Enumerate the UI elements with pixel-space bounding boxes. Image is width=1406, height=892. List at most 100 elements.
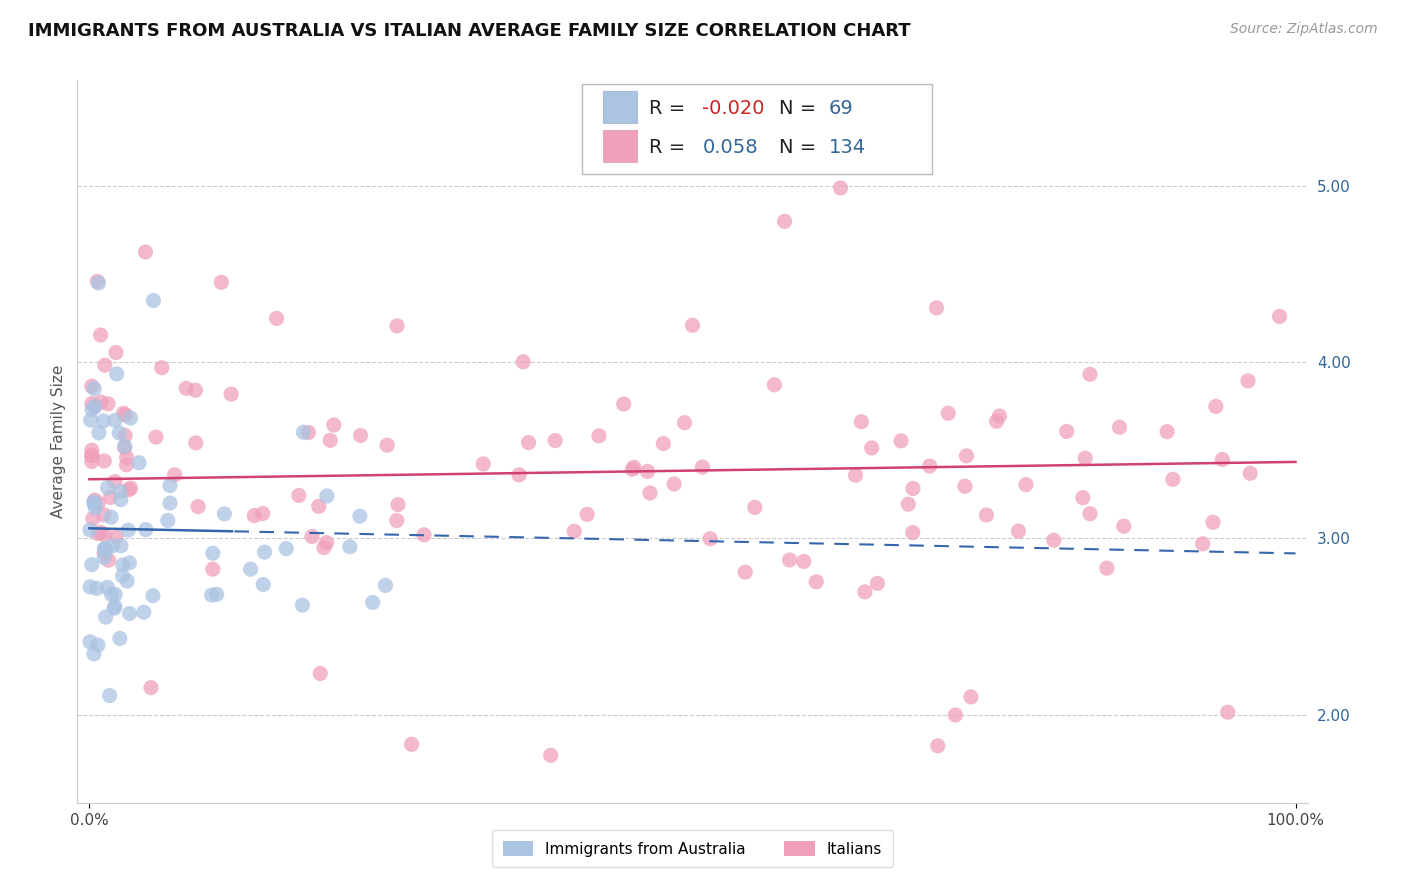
Point [94, 542, 117, 557]
Point [512, 355, 534, 369]
Point [97, 481, 120, 495]
Point [638, 486, 661, 500]
Point [544, 434, 567, 448]
Text: 69: 69 [830, 99, 853, 118]
Point [112, 406, 135, 420]
Point [744, 500, 766, 515]
Point [105, 530, 128, 544]
Point [145, 430, 167, 444]
Point [901, 525, 924, 540]
Point [93, 508, 115, 522]
Point [79, 580, 101, 594]
Point [93, 541, 115, 556]
Point [266, 311, 288, 326]
Point [115, 574, 138, 588]
Point [292, 425, 315, 440]
Point [562, 524, 585, 539]
Point [1211, 452, 1233, 467]
Point [387, 498, 409, 512]
Point [187, 500, 209, 514]
Point [508, 467, 530, 482]
Point [84, 501, 107, 516]
Point [623, 460, 645, 475]
Point [83, 493, 105, 508]
Point [104, 345, 127, 359]
Point [80, 558, 103, 572]
Point [621, 462, 644, 476]
Legend: Immigrants from Australia, Italians: Immigrants from Australia, Italians [492, 830, 893, 867]
Point [184, 436, 207, 450]
Point [201, 562, 224, 576]
Point [100, 510, 122, 524]
FancyBboxPatch shape [582, 84, 932, 174]
Point [953, 479, 976, 493]
Point [98, 689, 121, 703]
Point [1074, 451, 1097, 466]
Point [860, 441, 883, 455]
Point [301, 530, 323, 544]
Point [94, 358, 117, 372]
Point [960, 690, 983, 704]
Point [163, 467, 186, 482]
Point [1108, 420, 1130, 434]
Point [79, 634, 101, 648]
Point [682, 318, 704, 333]
Point [945, 708, 967, 723]
Point [87, 638, 110, 652]
Point [955, 449, 977, 463]
Point [114, 408, 136, 422]
Text: Source: ZipAtlas.com: Source: ZipAtlas.com [1230, 22, 1378, 37]
Text: R =: R = [650, 138, 692, 157]
Point [699, 532, 721, 546]
Point [1007, 524, 1029, 538]
Point [297, 425, 319, 440]
Point [104, 475, 127, 489]
Point [1191, 537, 1213, 551]
Point [385, 514, 408, 528]
Point [114, 428, 136, 442]
Point [988, 409, 1011, 423]
Point [93, 550, 115, 565]
Point [288, 488, 311, 502]
Point [139, 681, 162, 695]
Point [413, 528, 436, 542]
Point [472, 457, 495, 471]
Text: N =: N = [779, 138, 823, 157]
Point [853, 585, 876, 599]
Point [83, 647, 105, 661]
Point [252, 577, 274, 591]
Point [87, 526, 110, 541]
Point [901, 482, 924, 496]
Point [1112, 519, 1135, 533]
Point [1205, 400, 1227, 414]
Point [779, 553, 801, 567]
Point [540, 748, 562, 763]
Point [1156, 425, 1178, 439]
Point [83, 497, 105, 511]
Point [101, 539, 124, 553]
Text: N =: N = [779, 99, 823, 118]
Point [209, 275, 232, 289]
Point [83, 382, 105, 396]
Point [93, 414, 115, 428]
Point [374, 578, 396, 592]
Point [117, 523, 139, 537]
Point [1071, 491, 1094, 505]
Point [97, 553, 120, 567]
Point [773, 214, 796, 228]
Point [79, 413, 101, 427]
Point [219, 387, 242, 401]
Point [692, 460, 714, 475]
Point [253, 545, 276, 559]
Point [105, 367, 128, 381]
Point [142, 293, 165, 308]
Point [1056, 425, 1078, 439]
Point [94, 528, 117, 542]
Point [156, 514, 179, 528]
Point [517, 435, 540, 450]
Text: 0.058: 0.058 [703, 138, 758, 157]
Point [1015, 477, 1038, 491]
Point [866, 576, 889, 591]
Y-axis label: Average Family Size: Average Family Size [51, 365, 66, 518]
Text: 134: 134 [830, 138, 866, 157]
